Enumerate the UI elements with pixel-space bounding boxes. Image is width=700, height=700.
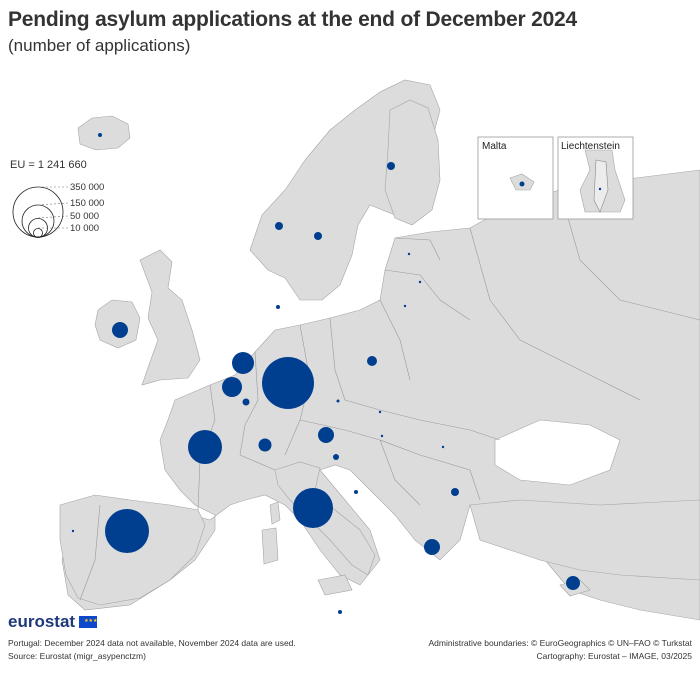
eurostat-logo: eurostat ★★★ — [8, 612, 98, 632]
bubble-belgium — [222, 377, 242, 397]
sardinia-shape — [261, 527, 279, 565]
bubble-iceland — [98, 133, 102, 137]
legend-label-10000: 10 000 — [70, 223, 99, 234]
finland-shape — [384, 99, 441, 226]
country-borders — [79, 189, 700, 601]
bubble-liechtenstein — [598, 187, 602, 191]
britain-shape — [139, 249, 201, 386]
footnote-portugal: Portugal: December 2024 data not availab… — [8, 638, 296, 648]
page-title: Pending asylum applications at the end o… — [8, 8, 578, 31]
inset-malta: Malta — [477, 136, 554, 220]
corsica-shape — [269, 501, 281, 525]
bubble-netherlands — [232, 352, 254, 374]
bubble-cyprus — [566, 576, 580, 590]
bubble-norway — [275, 222, 283, 230]
legend-circle-150000 — [21, 204, 55, 238]
boundaries-credit: Administrative boundaries: © EuroGeograp… — [428, 638, 692, 648]
bubble-denmark — [276, 305, 280, 309]
bubble-czechia — [336, 399, 340, 403]
page-subtitle: (number of applications) — [8, 36, 191, 55]
legend-circle-350000 — [12, 186, 64, 238]
bubble-italy — [293, 488, 333, 528]
bubble-montenegro — [354, 490, 358, 494]
bubble-luxembourg — [242, 398, 250, 406]
cartography-credit: Cartography: Eurostat – IMAGE, 03/2025 — [536, 651, 692, 661]
brand-text: eurostat — [8, 612, 76, 631]
bubble-poland — [367, 356, 377, 366]
bubble-romania — [441, 445, 445, 449]
liechtenstein-label: Liechtenstein — [561, 141, 620, 152]
bubble-hungary — [380, 434, 384, 438]
bubble-sweden — [314, 232, 322, 240]
bubble-malta-main — [338, 610, 342, 614]
legend-label-350000: 350 000 — [70, 182, 104, 193]
legend-circle-10000 — [33, 228, 43, 238]
bubble-bulgaria — [451, 488, 459, 496]
black-sea — [494, 419, 621, 486]
malta-label: Malta — [482, 141, 507, 152]
country-bubbles — [71, 133, 580, 614]
bubble-spain — [105, 509, 149, 553]
bubble-france — [188, 430, 222, 464]
bubble-portugal — [71, 529, 75, 533]
eu-flag-icon: ★★★ — [79, 616, 98, 628]
sicily-shape — [317, 574, 353, 596]
legend-label-150000: 150 000 — [70, 198, 104, 209]
anatolia-shape — [469, 499, 700, 581]
bubble-ireland — [112, 322, 128, 338]
bubble-finland — [387, 162, 395, 170]
bubble-malta — [519, 181, 525, 187]
bubble-latvia — [418, 280, 422, 284]
bubble-lithuania — [403, 304, 407, 308]
bubble-estonia — [407, 252, 411, 256]
eu-total-label: EU = 1 241 660 — [10, 159, 87, 171]
bubble-switzerland — [258, 438, 272, 452]
legend-label-50000: 50 000 — [70, 211, 99, 222]
bubble-slovenia — [333, 454, 339, 460]
bubble-slovakia — [378, 410, 382, 414]
inset-liechtenstein: Liechtenstein — [557, 136, 634, 220]
iceland-shape — [77, 115, 131, 151]
bubble-greece — [424, 539, 440, 555]
source-note: Source: Eurostat (migr_asypenctzm) — [8, 651, 146, 661]
size-legend — [12, 186, 69, 238]
bubble-austria — [318, 427, 334, 443]
bubble-germany — [262, 357, 314, 409]
